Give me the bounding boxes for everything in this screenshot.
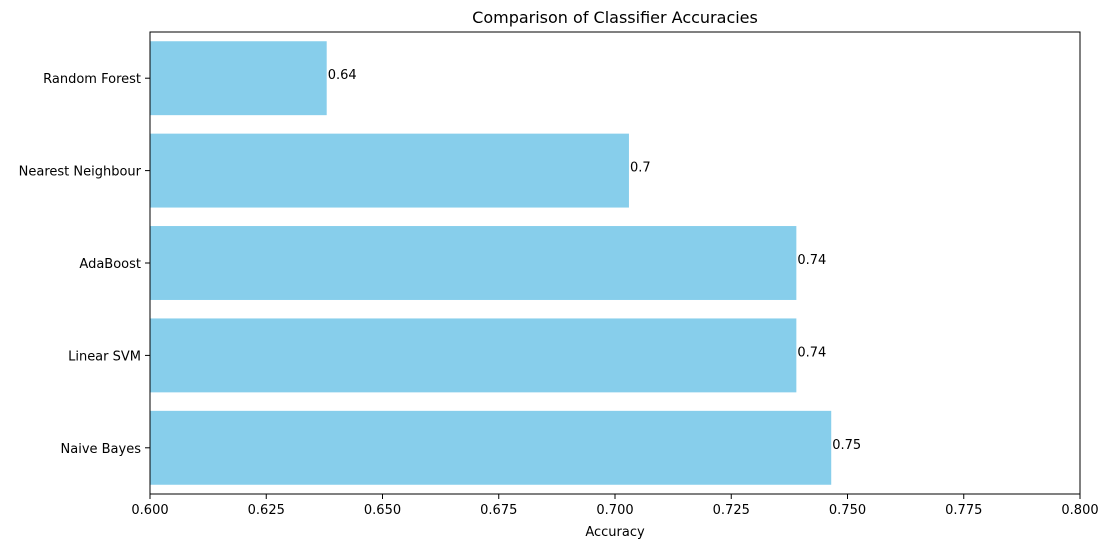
x-tick-label: 0.675 [480, 503, 517, 518]
y-tick-label-adaboost: AdaBoost [79, 257, 141, 272]
bars-group [150, 41, 832, 485]
y-tick-label-random-forest: Random Forest [43, 72, 141, 87]
x-tick-label: 0.625 [248, 503, 285, 518]
x-tick-label: 0.700 [596, 503, 633, 518]
y-axis: Naive Bayes Linear SVM AdaBoost Nearest Nei… [19, 72, 150, 457]
y-tick-label-naive-bayes: Naive Bayes [61, 442, 142, 457]
y-tick-label-nearest-neighbour: Nearest Neighbour [19, 165, 142, 180]
data-label-random-forest: 0.64 [328, 68, 357, 83]
x-tick-label: 0.750 [829, 503, 866, 518]
data-label-linear-svm: 0.74 [797, 345, 826, 360]
x-tick-label: 0.775 [945, 503, 982, 518]
chart-title: Comparison of Classifier Accuracies [472, 8, 758, 27]
bar-linear-svm [150, 318, 797, 393]
bar-random-forest [150, 41, 327, 116]
data-label-adaboost: 0.74 [797, 253, 826, 268]
bar-adaboost [150, 226, 797, 300]
bar-nearest-neighbour [150, 133, 629, 208]
x-tick-label: 0.725 [713, 503, 750, 518]
x-tick-label: 0.650 [364, 503, 401, 518]
plot-frame [149, 31, 1081, 495]
x-tick-label: 0.800 [1061, 503, 1098, 518]
y-tick-label-linear-svm: Linear SVM [68, 349, 141, 364]
data-label-naive-bayes: 0.75 [832, 438, 861, 453]
x-axis: 0.600 0.625 0.650 0.675 0.700 0.725 0.750 0.775… [131, 494, 1099, 518]
x-tick-label: 0.600 [131, 503, 168, 518]
bar-naive-bayes [150, 410, 832, 485]
x-axis-label: Accuracy [585, 525, 645, 540]
data-labels-group: 0.75 0.74 0.74 0.7 0.64 [328, 68, 861, 453]
data-label-nearest-neighbour: 0.7 [630, 161, 651, 176]
